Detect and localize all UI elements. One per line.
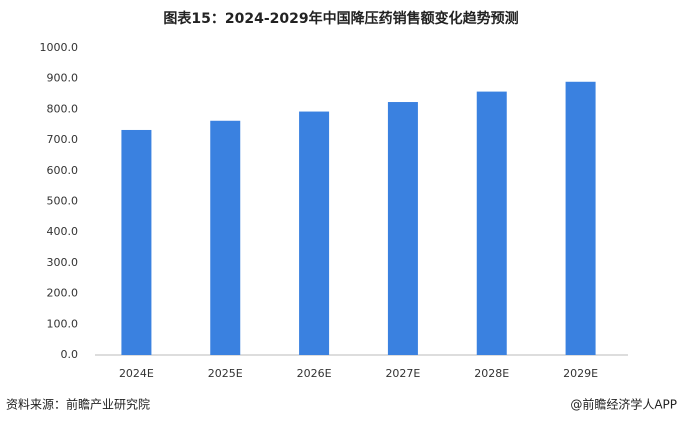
y-tick-label: 200.0 (47, 287, 79, 300)
y-tick-label: 700.0 (47, 133, 79, 146)
y-tick-label: 900.0 (47, 72, 79, 85)
y-tick-label: 300.0 (47, 256, 79, 269)
x-tick-label: 2027E (385, 367, 420, 380)
x-tick-label: 2024E (119, 367, 154, 380)
x-tick-label: 2025E (208, 367, 243, 380)
chart-title: 图表15：2024-2029年中国降压药销售额变化趋势预测 (163, 10, 518, 27)
bar (476, 91, 507, 356)
y-tick-label: 100.0 (47, 317, 79, 330)
credit: @前瞻经济学人APP (570, 397, 677, 412)
source: 资料来源：前瞻产业研究院 (6, 397, 150, 412)
y-tick-label: 1000.0 (40, 41, 79, 54)
y-tick-label: 800.0 (47, 102, 79, 115)
y-tick-label: 500.0 (47, 195, 79, 208)
y-tick-label: 600.0 (47, 164, 79, 177)
bar (565, 81, 596, 356)
bar (387, 102, 418, 355)
y-tick-label: 400.0 (47, 225, 79, 238)
bar (299, 111, 330, 355)
bar (121, 129, 152, 355)
bar (210, 120, 241, 355)
x-tick-label: 2028E (474, 367, 509, 380)
y-tick-label: 0.0 (61, 348, 79, 361)
x-tick-label: 2029E (563, 367, 598, 380)
x-tick-label: 2026E (297, 367, 332, 380)
